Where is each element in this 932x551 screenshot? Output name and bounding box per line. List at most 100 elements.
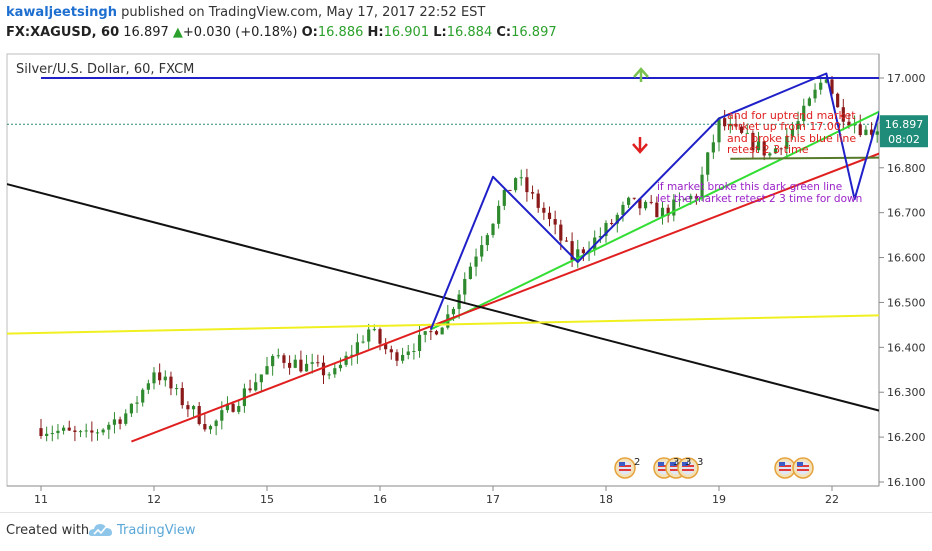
event-badge[interactable] <box>677 457 699 479</box>
high-value: 16.901 <box>383 25 430 40</box>
candle-body <box>525 177 529 193</box>
publish-line: kawaljeetsingh published on TradingView.… <box>6 5 485 20</box>
candle-body <box>519 177 523 179</box>
candle-body <box>853 124 857 126</box>
candle-body <box>700 174 704 199</box>
candle-body <box>350 354 354 356</box>
chart-header: kawaljeetsingh published on TradingView.… <box>0 0 932 46</box>
price-tick-label: 16.500 <box>887 296 926 309</box>
trendlines[interactable] <box>0 77 932 482</box>
candle-body <box>406 351 410 355</box>
event-badge-count: 3 <box>673 457 679 468</box>
candle-body <box>146 383 150 390</box>
ohlc-line: FX:XAGUSD, 60 16.897 ▲+0.030 (+0.18%) O:… <box>6 25 557 40</box>
candle-body <box>694 195 698 199</box>
low-label: L: <box>433 25 447 40</box>
candle-body <box>78 431 83 433</box>
candle-body <box>73 430 77 432</box>
candle-body <box>124 413 128 424</box>
candle-body <box>553 219 557 225</box>
candle-body <box>728 123 732 127</box>
candle-body <box>655 202 659 218</box>
candle-body <box>677 199 682 201</box>
candle-body <box>621 204 625 215</box>
trendline-yellow-line[interactable] <box>0 307 932 335</box>
price-chart[interactable]: 17.00016.90016.80016.70016.60016.50016.4… <box>0 0 932 512</box>
candle-body <box>288 362 292 368</box>
candle-body <box>259 374 263 383</box>
candle-body <box>463 278 467 295</box>
price-tick-label: 16.100 <box>887 476 926 489</box>
candle-body <box>203 423 207 430</box>
candle-body <box>864 129 868 136</box>
annotation-line-6: let the market retest 2 3 time for down <box>657 193 862 205</box>
published-text: published on TradingView.com, May 17, 20… <box>116 5 486 20</box>
candle-body <box>547 212 552 220</box>
candle-body <box>819 82 823 90</box>
candle-body <box>638 198 642 209</box>
downtrend-annotation: if market broke this dark green line let… <box>657 181 862 205</box>
candle-body <box>836 93 840 108</box>
candle-body <box>717 118 721 143</box>
candle-body <box>56 430 60 434</box>
candle-body <box>869 129 874 135</box>
trendline-darkgreen-neckline[interactable] <box>730 156 932 160</box>
candle-body <box>530 192 535 194</box>
candle-body <box>734 123 738 127</box>
time-axis[interactable]: 11 12 15 16 17 18 19 22 <box>34 486 839 506</box>
candle-body <box>310 362 314 364</box>
down-arrow-icon <box>632 137 648 154</box>
zigzag-pattern-line[interactable] <box>429 72 917 330</box>
low-value: 16.884 <box>446 25 493 40</box>
candle-body <box>796 121 800 130</box>
author-link[interactable]: kawaljeetsingh <box>6 5 117 20</box>
candle-body <box>847 121 851 126</box>
candle-body <box>220 410 224 421</box>
candle-body <box>231 403 235 412</box>
plot-area[interactable] <box>6 53 880 487</box>
candle-body <box>248 388 252 391</box>
candle-body <box>440 327 444 335</box>
candle-body <box>723 118 727 127</box>
trendline-red-support[interactable] <box>131 82 932 443</box>
trendline-black-downtrend[interactable] <box>0 181 932 482</box>
candle-body <box>683 199 687 201</box>
candle-body <box>564 240 569 242</box>
tradingview-link[interactable]: TradingView <box>117 523 196 538</box>
candle-body <box>649 201 653 203</box>
candle-body <box>344 355 348 365</box>
time-tick-label: 16 <box>373 493 387 506</box>
annotation-line-5: if market broke this dark green line <box>657 181 842 193</box>
candle-body <box>276 355 280 357</box>
candle-body <box>711 142 715 153</box>
candle-body <box>773 148 778 154</box>
candle-body <box>491 223 495 236</box>
candle-body <box>598 236 602 238</box>
change-value: +0.030 (+0.18%) <box>182 25 298 40</box>
candle-body <box>112 419 117 425</box>
event-badge[interactable] <box>774 457 796 479</box>
candle-body <box>95 432 100 434</box>
candle-body <box>502 189 506 206</box>
candle-body <box>429 331 433 333</box>
candle-body <box>559 224 563 241</box>
candle-body <box>485 235 489 246</box>
annotation-line-2: mrket up from 17.00 <box>727 120 841 133</box>
annotation-line-1: and for uptrend market <box>727 109 856 122</box>
time-tick-label: 17 <box>486 493 500 506</box>
event-badge[interactable] <box>614 457 636 479</box>
event-badge[interactable] <box>792 457 814 479</box>
candle-body <box>768 153 772 156</box>
candle-body <box>384 343 388 350</box>
trendline-green-support[interactable] <box>430 82 932 331</box>
candle-body <box>610 222 614 224</box>
candle-body <box>508 189 512 191</box>
candle-body <box>474 256 478 267</box>
candle-body <box>660 207 665 218</box>
price-tick-label: 17.000 <box>887 72 926 85</box>
candle-body <box>480 245 484 257</box>
candle-body <box>542 207 546 213</box>
candle-body <box>830 79 834 94</box>
candle-body <box>186 405 190 410</box>
